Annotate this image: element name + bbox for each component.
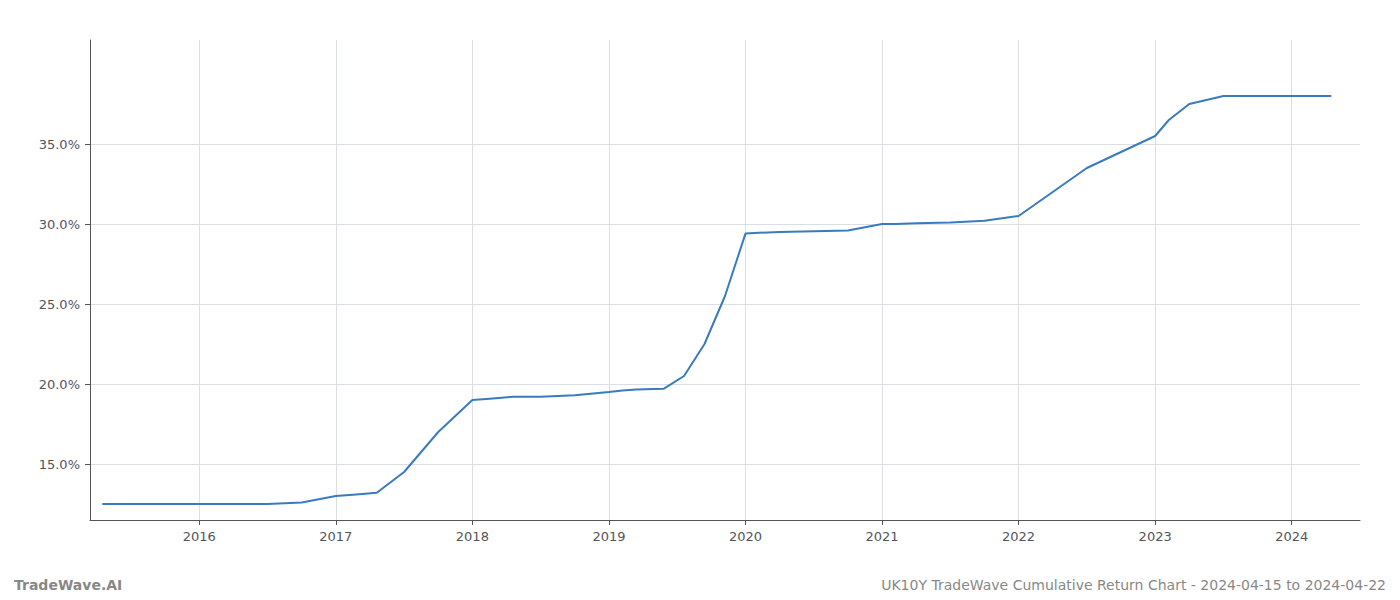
svg-text:35.0%: 35.0%	[39, 137, 80, 152]
svg-text:2024: 2024	[1275, 529, 1308, 544]
svg-text:30.0%: 30.0%	[39, 217, 80, 232]
svg-text:25.0%: 25.0%	[39, 297, 80, 312]
svg-text:2017: 2017	[319, 529, 352, 544]
svg-text:2019: 2019	[592, 529, 625, 544]
svg-text:UK10Y TradeWave Cumulative Ret: UK10Y TradeWave Cumulative Return Chart …	[881, 577, 1386, 593]
svg-text:2022: 2022	[1002, 529, 1035, 544]
svg-text:2021: 2021	[865, 529, 898, 544]
svg-text:2023: 2023	[1139, 529, 1172, 544]
svg-text:2018: 2018	[456, 529, 489, 544]
svg-text:2020: 2020	[729, 529, 762, 544]
svg-text:2016: 2016	[183, 529, 216, 544]
svg-text:TradeWave.AI: TradeWave.AI	[14, 577, 122, 593]
svg-text:15.0%: 15.0%	[39, 457, 80, 472]
svg-text:20.0%: 20.0%	[39, 377, 80, 392]
